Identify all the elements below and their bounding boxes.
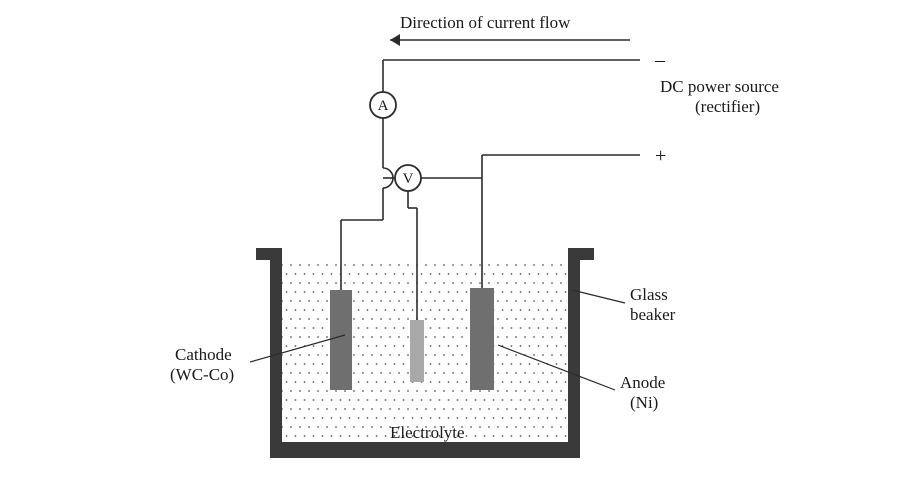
label-anode-2: (Ni) (630, 393, 658, 412)
label-glass-1: Glass (630, 285, 668, 304)
anode-electrode (470, 288, 494, 390)
voltmeter-label: V (403, 171, 414, 187)
label-pos-terminal: + (655, 145, 666, 167)
label-neg-terminal: – (654, 49, 666, 71)
cathode-electrode (330, 290, 352, 390)
label-current-flow: Direction of current flow (400, 13, 571, 32)
label-glass-2: beaker (630, 305, 676, 324)
label-cathode-1: Cathode (175, 345, 232, 364)
ammeter-label: A (378, 98, 389, 114)
label-dc-source-2: (rectifier) (695, 97, 760, 116)
reference-electrode (410, 320, 424, 382)
label-electrolyte: Electrolyte (390, 423, 465, 442)
label-dc-source-1: DC power source (660, 77, 779, 96)
label-anode-1: Anode (620, 373, 665, 392)
label-cathode-2: (WC-Co) (170, 365, 234, 384)
